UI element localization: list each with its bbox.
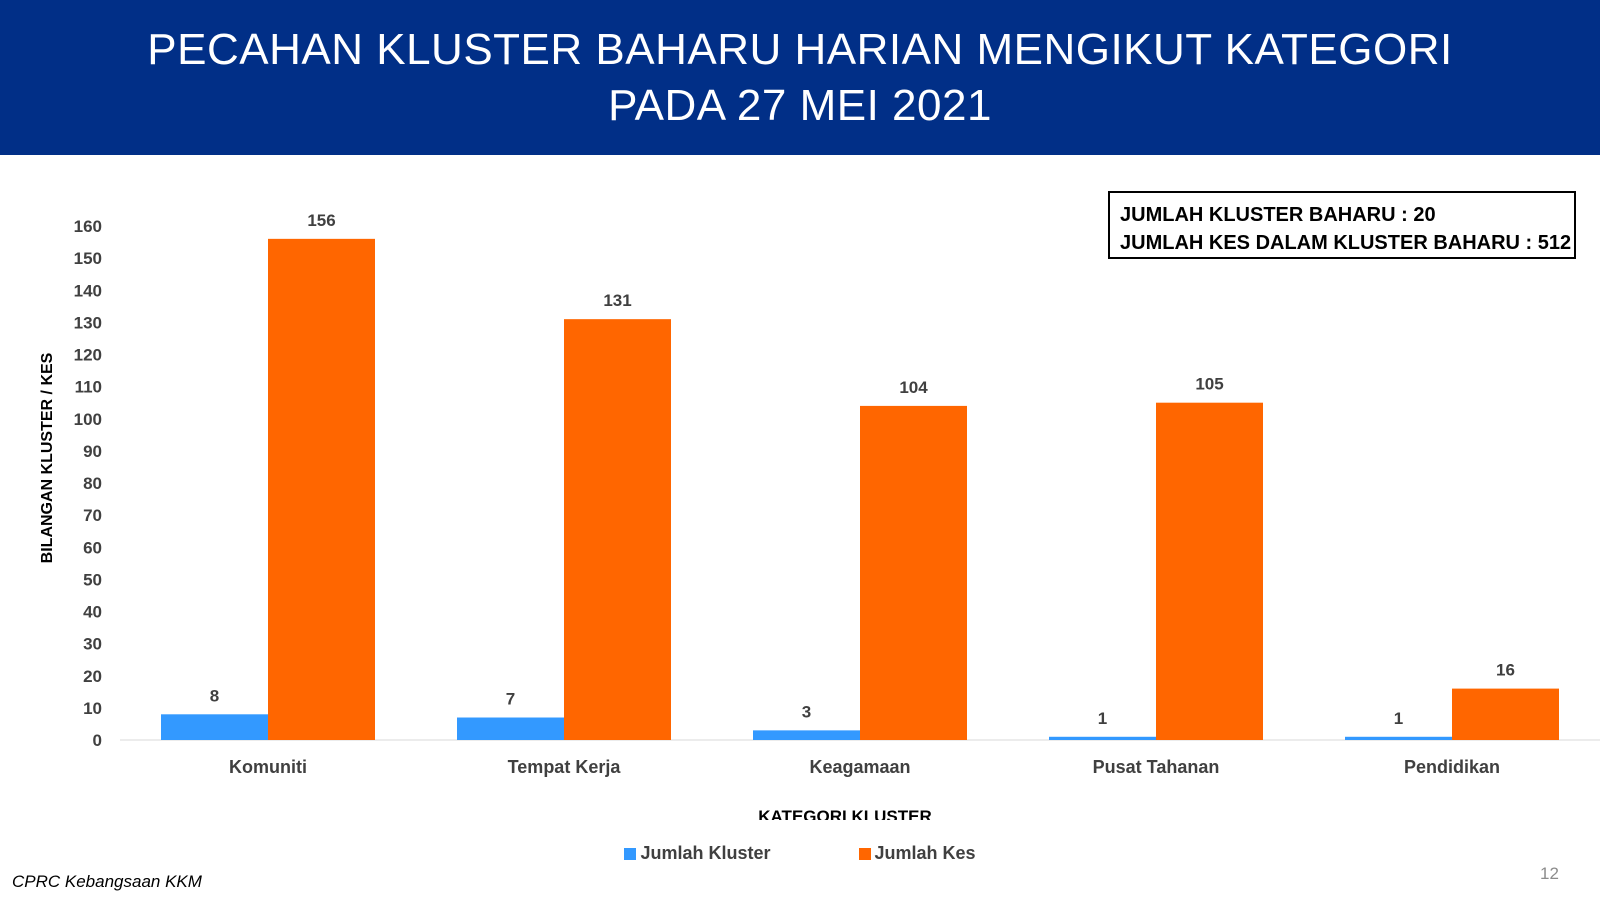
y-tick-label-140: 140 <box>74 281 102 300</box>
bar-jumlah-kluster-tempat-kerja <box>457 717 564 740</box>
y-tick-label-160: 160 <box>74 217 102 236</box>
y-tick-label-0: 0 <box>93 731 102 750</box>
y-tick-label-20: 20 <box>83 667 102 686</box>
x-tick-label-komuniti: Komuniti <box>229 757 307 777</box>
y-tick-label-120: 120 <box>74 346 102 365</box>
bar-jumlah-kes-tempat-kerja <box>564 319 671 740</box>
legend-item-jumlah-kluster: Jumlah Kluster <box>624 843 771 864</box>
bar-jumlah-kes-komuniti <box>268 238 375 740</box>
title-line-2: PADA 27 MEI 2021 <box>608 80 992 130</box>
y-tick-label-70: 70 <box>83 506 102 525</box>
y-tick-label-100: 100 <box>74 410 102 429</box>
legend-item-jumlah-kes: Jumlah Kes <box>858 843 976 864</box>
y-tick-label-30: 30 <box>83 635 102 654</box>
y-tick-label-150: 150 <box>74 249 102 268</box>
y-axis-title: BILANGAN KLUSTER / KES <box>39 352 56 563</box>
y-tick-label-50: 50 <box>83 570 102 589</box>
bar-jumlah-kluster-keagamaan <box>753 730 860 740</box>
x-tick-label-pusat-tahanan: Pusat Tahanan <box>1093 757 1220 777</box>
source-credit: CPRC Kebangsaan KKM <box>12 872 202 891</box>
x-tick-label-tempat-kerja: Tempat Kerja <box>508 757 622 777</box>
summary-line-cases: JUMLAH KES DALAM KLUSTER BAHARU : 512 <box>1120 232 1572 254</box>
y-tick-label-80: 80 <box>83 474 102 493</box>
legend-swatch-jumlah-kes <box>858 847 871 860</box>
summary-line-clusters: JUMLAH KLUSTER BAHARU : 20 <box>1120 204 1436 226</box>
chart-legend: Jumlah Kluster Jumlah Kes <box>0 843 1600 864</box>
y-tick-label-90: 90 <box>83 442 102 461</box>
bar-jumlah-kes-pusat-tahanan <box>1156 402 1263 740</box>
bar-jumlah-kluster-komuniti <box>161 714 268 740</box>
summary-box: JUMLAH KLUSTER BAHARU : 20 JUMLAH KES DA… <box>1108 191 1576 259</box>
data-label-jumlah-kes-keagamaan: 104 <box>899 378 928 397</box>
data-label-jumlah-kes-pendidikan: 16 <box>1496 661 1515 680</box>
data-label-jumlah-kluster-komuniti: 8 <box>210 686 219 705</box>
bar-jumlah-kluster-pusat-tahanan <box>1049 736 1156 740</box>
bar-jumlah-kes-keagamaan <box>860 405 967 740</box>
x-axis-title: KATEGORI KLUSTER <box>758 807 931 820</box>
page-number: 12 <box>1540 864 1559 883</box>
title-line-1: PECAHAN KLUSTER BAHARU HARIAN MENGIKUT K… <box>147 24 1453 74</box>
data-label-jumlah-kes-pusat-tahanan: 105 <box>1195 375 1223 394</box>
data-label-jumlah-kes-komuniti: 156 <box>307 211 335 230</box>
y-tick-label-130: 130 <box>74 313 102 332</box>
bar-jumlah-kluster-pendidikan <box>1345 736 1452 740</box>
data-label-jumlah-kluster-tempat-kerja: 7 <box>506 690 515 709</box>
legend-label-jumlah-kluster: Jumlah Kluster <box>640 843 771 863</box>
data-label-jumlah-kluster-pendidikan: 1 <box>1394 709 1403 728</box>
y-tick-label-60: 60 <box>83 538 102 557</box>
legend-swatch-jumlah-kluster <box>624 847 637 860</box>
y-tick-label-40: 40 <box>83 603 102 622</box>
data-label-jumlah-kluster-keagamaan: 3 <box>802 702 811 721</box>
y-tick-label-110: 110 <box>75 378 102 397</box>
legend-label-jumlah-kes: Jumlah Kes <box>874 843 976 863</box>
x-tick-label-keagamaan: Keagamaan <box>809 757 910 777</box>
bar-jumlah-kes-pendidikan <box>1452 688 1559 740</box>
x-tick-label-pendidikan: Pendidikan <box>1404 757 1500 777</box>
data-label-jumlah-kluster-pusat-tahanan: 1 <box>1098 709 1107 728</box>
y-tick-label-10: 10 <box>83 699 102 718</box>
bar-chart: 0 10 20 30 40 50 60 70 80 90 100 110 120 130 140 150 160… <box>39 211 1600 820</box>
slide-header: PECAHAN KLUSTER BAHARU HARIAN MENGIKUT K… <box>0 0 1600 155</box>
data-label-jumlah-kes-tempat-kerja: 131 <box>603 291 631 310</box>
